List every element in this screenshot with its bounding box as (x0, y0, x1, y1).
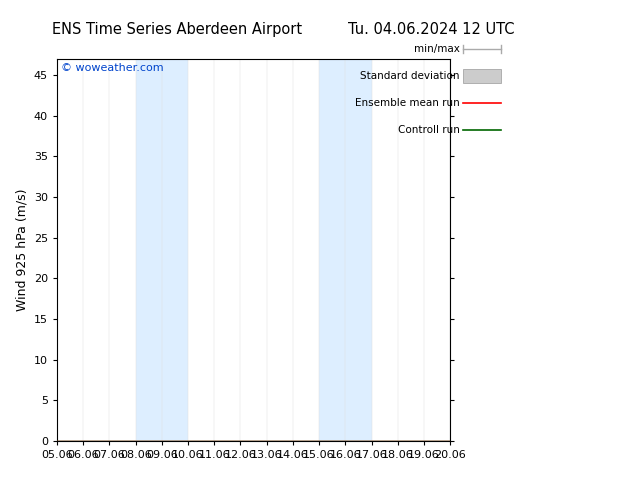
Text: ENS Time Series Aberdeen Airport: ENS Time Series Aberdeen Airport (53, 22, 302, 37)
Text: Tu. 04.06.2024 12 UTC: Tu. 04.06.2024 12 UTC (348, 22, 514, 37)
Y-axis label: Wind 925 hPa (m/s): Wind 925 hPa (m/s) (15, 189, 29, 311)
Bar (319, 59, 372, 441)
Text: Standard deviation: Standard deviation (360, 71, 460, 81)
Text: Ensemble mean run: Ensemble mean run (355, 98, 460, 108)
Bar (136, 59, 188, 441)
Text: Controll run: Controll run (398, 125, 460, 135)
Text: min/max: min/max (414, 44, 460, 54)
Text: © woweather.com: © woweather.com (61, 63, 164, 73)
